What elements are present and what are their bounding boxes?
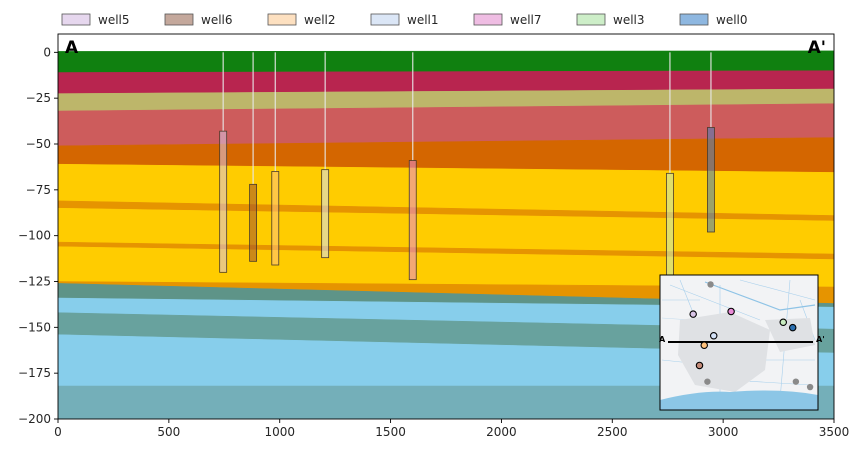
legend-label: well5 xyxy=(98,13,130,27)
x-tick-label: 2000 xyxy=(486,425,517,439)
legend-swatch xyxy=(679,13,709,26)
inset-section-start-label: A xyxy=(659,335,666,344)
well-screen xyxy=(249,183,258,262)
inset-frame xyxy=(659,274,819,411)
y-tick-label: −100 xyxy=(18,229,51,243)
section-start-label: A xyxy=(65,38,79,58)
y-axis: 0 −25 −50 −75 −100 −125 −150 −175 −200 xyxy=(18,45,58,426)
y-tick-label: −150 xyxy=(18,320,51,334)
legend-entry-well6: well6 xyxy=(164,13,233,27)
y-tick-label: −175 xyxy=(18,366,51,380)
legend-label: well1 xyxy=(407,13,439,27)
well-screen xyxy=(271,171,280,266)
inset-well-well1 xyxy=(709,331,718,340)
wells xyxy=(219,52,715,282)
layer-15 xyxy=(58,385,834,419)
inset-map: A A' xyxy=(659,274,825,411)
inset-section-end-label: A' xyxy=(816,335,825,344)
layer-11 xyxy=(58,283,834,308)
legend-label: well7 xyxy=(510,13,542,27)
y-tick-label: −25 xyxy=(26,91,51,105)
y-tick-label: −50 xyxy=(26,137,51,151)
inset-well-well3 xyxy=(779,318,787,326)
plot-area xyxy=(58,34,834,419)
x-tick-label: 2500 xyxy=(597,425,628,439)
y-tick-label: −200 xyxy=(18,412,51,426)
x-tick-label: 0 xyxy=(54,425,62,439)
layer-1 xyxy=(58,70,834,94)
legend-swatch xyxy=(61,13,91,26)
x-tick-label: 3500 xyxy=(819,425,850,439)
inset-points xyxy=(689,281,814,391)
section-end-label: A' xyxy=(808,38,826,58)
legend-label: well0 xyxy=(716,13,748,27)
inset-well-well5 xyxy=(689,310,697,318)
legend-swatch xyxy=(267,13,297,26)
legend-entry-well1: well1 xyxy=(370,13,439,27)
layer-10 xyxy=(58,281,834,304)
inset-well-well0 xyxy=(788,323,797,332)
inset-other-point xyxy=(704,378,711,385)
legend-label: well6 xyxy=(201,13,233,27)
legend-label: well3 xyxy=(613,13,645,27)
layer-2 xyxy=(58,88,834,112)
well-well1 xyxy=(321,52,330,259)
y-tick-label: −125 xyxy=(18,275,51,289)
layer-4 xyxy=(58,137,834,173)
x-axis: 0 500 1000 1500 2000 2500 3000 3500 xyxy=(54,419,849,439)
well-well2 xyxy=(271,52,280,266)
well-screen xyxy=(321,169,330,259)
well-screen xyxy=(707,127,715,233)
x-tick-label: 1500 xyxy=(375,425,406,439)
inset-other-point xyxy=(707,281,714,288)
y-tick-label: 0 xyxy=(43,45,51,59)
inset-other-point xyxy=(806,383,814,391)
well-well0 xyxy=(707,52,715,233)
layer-12 xyxy=(58,297,834,330)
well-well5 xyxy=(219,52,228,273)
layer-14 xyxy=(58,334,834,387)
well-well6 xyxy=(249,52,258,262)
legend-entry-well2: well2 xyxy=(267,13,336,27)
layer-13 xyxy=(58,312,834,354)
inset-well-well6 xyxy=(695,361,704,370)
well-screen xyxy=(408,160,417,281)
legend-swatch xyxy=(576,13,606,26)
x-tick-label: 500 xyxy=(157,425,180,439)
legend-entry-well5: well5 xyxy=(61,13,130,27)
legend-entry-well0: well0 xyxy=(679,13,748,27)
inset-basemap xyxy=(660,279,818,410)
legend-swatch xyxy=(164,13,194,26)
well-screen xyxy=(219,130,228,273)
x-tick-label: 1000 xyxy=(264,425,295,439)
inset-well-well2 xyxy=(700,341,708,349)
legend-entry-well3: well3 xyxy=(576,13,645,27)
well-well7 xyxy=(408,52,417,281)
layer-0 xyxy=(58,50,834,73)
inset-river xyxy=(660,390,818,410)
plot-frame xyxy=(57,33,835,420)
legend-label: well2 xyxy=(304,13,336,27)
x-tick-label: 3000 xyxy=(708,425,739,439)
legend-swatch xyxy=(473,13,503,26)
inset-urban-area xyxy=(678,312,815,392)
layer-3 xyxy=(58,103,834,147)
well-screen xyxy=(666,172,674,282)
inset-other-point xyxy=(792,378,800,385)
legend-swatch xyxy=(370,13,400,26)
legend-entry-well7: well7 xyxy=(473,13,542,27)
legend: well5 well6 well2 well1 well7 well3 well0 xyxy=(61,13,748,27)
y-tick-label: −75 xyxy=(26,183,51,197)
inset-well-well7 xyxy=(727,307,735,316)
